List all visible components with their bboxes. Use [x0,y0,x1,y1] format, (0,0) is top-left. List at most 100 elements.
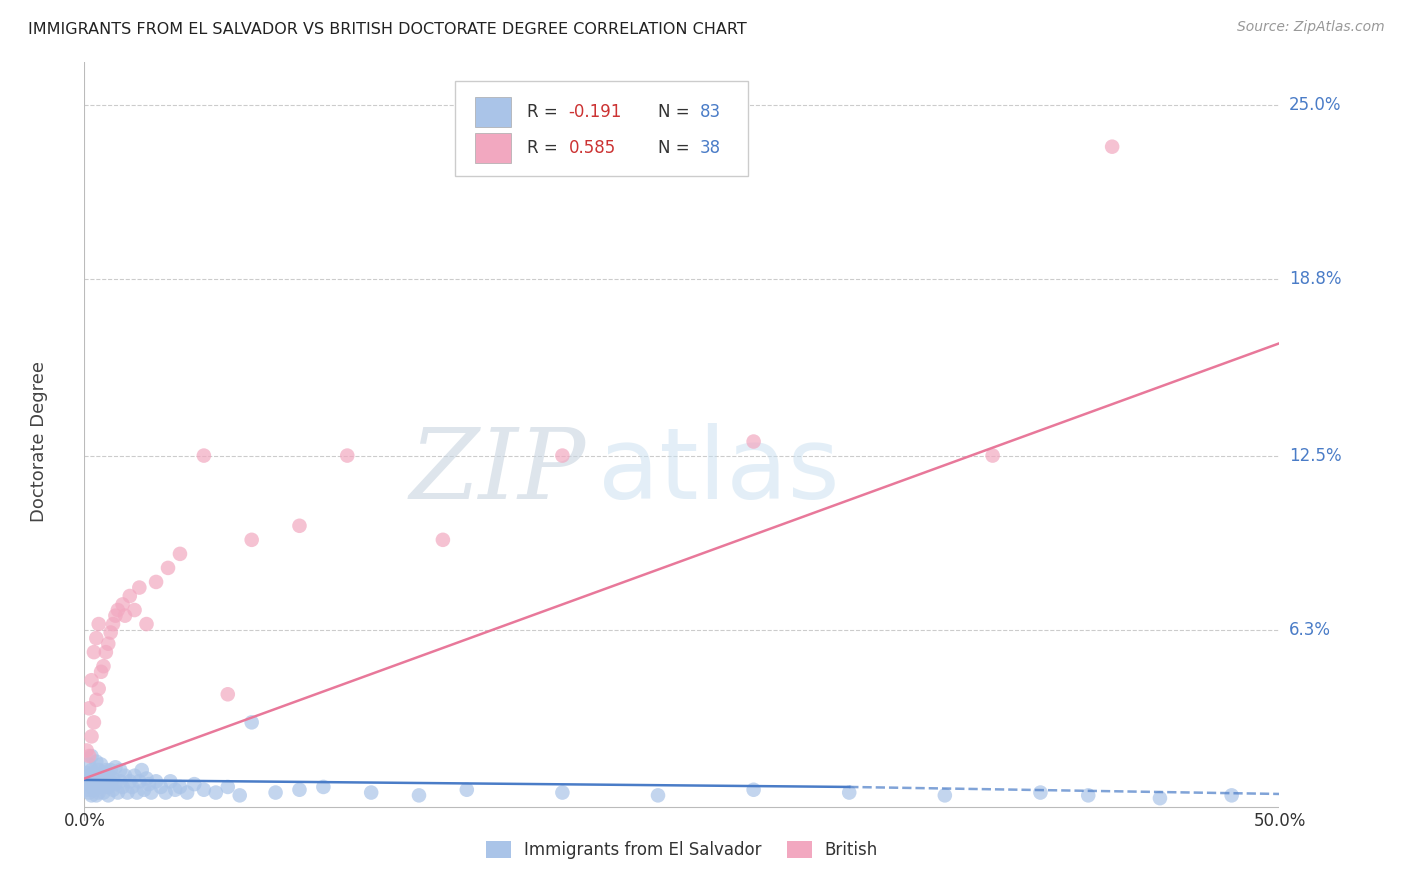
FancyBboxPatch shape [475,133,510,163]
Point [80,730,103,744]
Point [93,777,115,791]
Point [77,757,100,772]
Point [83,715,105,730]
Point [155,786,177,800]
Point [118,774,141,789]
Point [87,681,110,696]
Point [432,533,454,547]
Point [141,786,163,800]
Text: ZIP: ZIP [411,425,586,519]
Point [100,625,122,640]
Point [90,780,112,794]
Point [114,769,136,783]
Point [456,782,478,797]
Text: R =: R = [527,103,562,120]
Point [93,765,115,780]
Point [101,617,124,632]
Point [193,449,215,463]
Point [86,755,108,769]
Text: -0.191: -0.191 [568,103,621,120]
Text: 50.0%: 50.0% [1253,813,1306,830]
Point [1029,786,1052,800]
Point [742,782,765,797]
Point [981,449,1004,463]
Text: 38: 38 [700,139,721,157]
Point [288,782,311,797]
Point [87,763,110,777]
Point [79,769,101,783]
Point [264,786,287,800]
Point [107,603,129,617]
Point [80,763,103,777]
Point [97,789,120,803]
Point [76,777,98,791]
FancyBboxPatch shape [475,96,510,127]
Point [1101,139,1123,153]
Point [124,769,146,783]
Point [97,780,120,794]
Point [87,774,110,789]
Point [80,673,103,688]
Point [132,782,156,797]
Point [229,789,252,803]
Text: R =: R = [527,139,562,157]
Point [77,782,100,797]
Point [90,757,112,772]
Point [149,780,172,794]
Point [145,574,167,589]
Text: 18.8%: 18.8% [1289,269,1341,287]
Point [1220,789,1243,803]
Point [110,774,132,789]
Point [77,701,100,715]
Point [312,780,335,794]
Point [165,782,187,797]
Text: 0.0%: 0.0% [63,813,105,830]
Text: N =: N = [658,139,695,157]
Point [124,603,146,617]
Point [121,780,143,794]
Point [83,782,105,797]
Point [97,637,120,651]
Point [336,449,359,463]
Point [94,645,117,659]
Point [83,777,105,791]
Legend: Immigrants from El Salvador, British: Immigrants from El Salvador, British [479,834,884,865]
Point [80,749,103,764]
Point [169,547,191,561]
Point [288,518,311,533]
Text: 25.0%: 25.0% [1289,95,1341,113]
Point [90,769,112,783]
Point [86,780,108,794]
Point [240,715,263,730]
Point [87,786,110,800]
Point [157,561,180,575]
Point [117,786,139,800]
Text: Doctorate Degree: Doctorate Degree [30,361,48,522]
Point [100,774,122,789]
Point [176,786,198,800]
Point [76,743,98,757]
Point [86,631,108,645]
Point [111,780,134,794]
Point [240,533,263,547]
Point [100,763,122,777]
Point [111,598,134,612]
Point [205,786,228,800]
Point [94,763,117,777]
Point [1077,789,1099,803]
Point [1149,791,1171,805]
Point [169,780,191,794]
Point [128,581,150,595]
Text: 12.5%: 12.5% [1289,447,1341,465]
Text: Source: ZipAtlas.com: Source: ZipAtlas.com [1237,20,1385,34]
Point [360,786,382,800]
Text: atlas: atlas [599,424,839,520]
Point [934,789,956,803]
Point [135,617,157,632]
Point [107,786,129,800]
Point [104,760,127,774]
Point [551,449,574,463]
Point [125,786,148,800]
Point [86,772,108,786]
FancyBboxPatch shape [456,81,748,177]
